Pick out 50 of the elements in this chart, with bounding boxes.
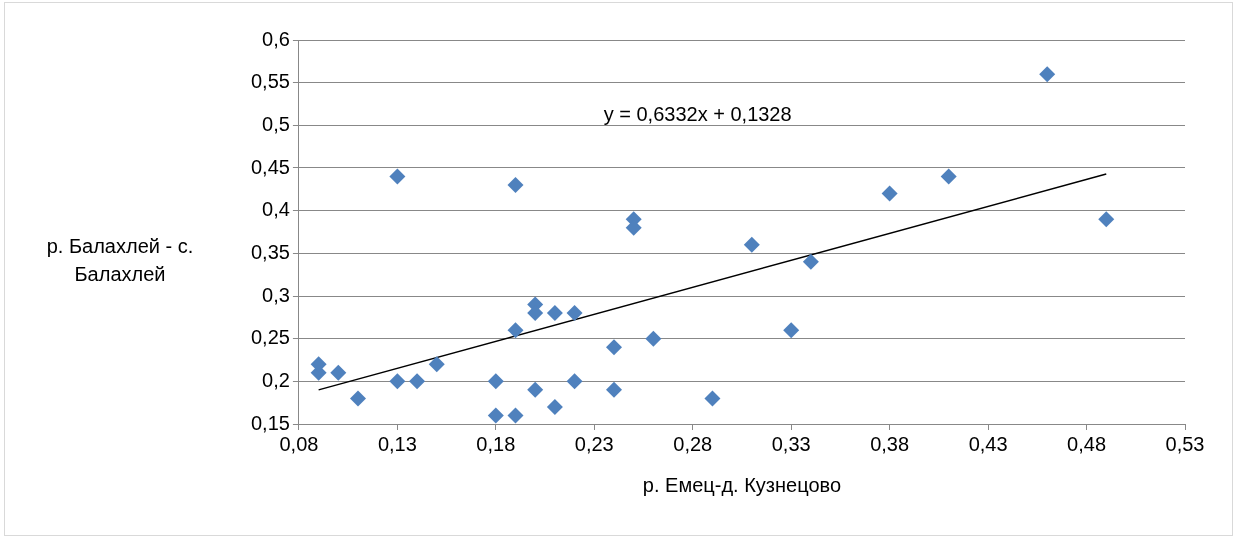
point: [605, 381, 622, 398]
y-tick-label: 0,2: [262, 368, 290, 391]
y-tick-label: 0,45: [250, 155, 290, 178]
point: [743, 236, 760, 253]
annotation: y = 0,6332x + 0,1328: [603, 102, 792, 125]
y-tick-label: 0,6: [262, 27, 290, 50]
x-tick-label: 0,18: [476, 432, 516, 455]
point: [546, 305, 563, 322]
point: [566, 373, 583, 390]
point: [487, 373, 504, 390]
x-tick-label: 0,53: [1165, 432, 1205, 455]
y-tick-label: 0,4: [262, 198, 290, 221]
point: [487, 407, 504, 424]
point: [1098, 211, 1115, 228]
x-tick-label: 0,13: [377, 432, 417, 455]
y-axis-title: р. Балахлей - с. Балахлей: [45, 234, 195, 287]
x-axis-title: р. Емец-д. Кузнецово: [642, 473, 842, 496]
point: [940, 168, 957, 185]
point: [507, 407, 524, 424]
point: [645, 330, 662, 347]
point: [546, 398, 563, 415]
point: [409, 373, 426, 390]
point: [428, 356, 445, 373]
point: [802, 253, 819, 270]
point: [389, 373, 406, 390]
y-tick-label: 0,35: [250, 240, 290, 263]
point: [507, 322, 524, 339]
x-tick-label: 0,08: [279, 432, 319, 455]
point: [566, 305, 583, 322]
point: [389, 168, 406, 185]
point: [527, 381, 544, 398]
x-tick-label: 0,48: [1067, 432, 1107, 455]
x-tick-label: 0,38: [870, 432, 910, 455]
x-tick-label: 0,23: [574, 432, 614, 455]
x-tick-label: 0,43: [968, 432, 1008, 455]
y-tick-label: 0,25: [250, 326, 290, 349]
y-tick-label: 0,15: [250, 411, 290, 434]
y-tick-label: 0,3: [262, 283, 290, 306]
y-tick-label: 0,5: [262, 112, 290, 135]
point: [881, 185, 898, 202]
point: [507, 177, 524, 194]
point: [783, 322, 800, 339]
y-tick-label: 0,55: [250, 70, 290, 93]
point: [330, 364, 347, 381]
x-tick-label: 0,33: [771, 432, 811, 455]
point: [1039, 66, 1056, 83]
x-tick-label: 0,28: [673, 432, 713, 455]
point: [350, 390, 366, 407]
point: [704, 390, 721, 407]
point: [605, 339, 622, 356]
